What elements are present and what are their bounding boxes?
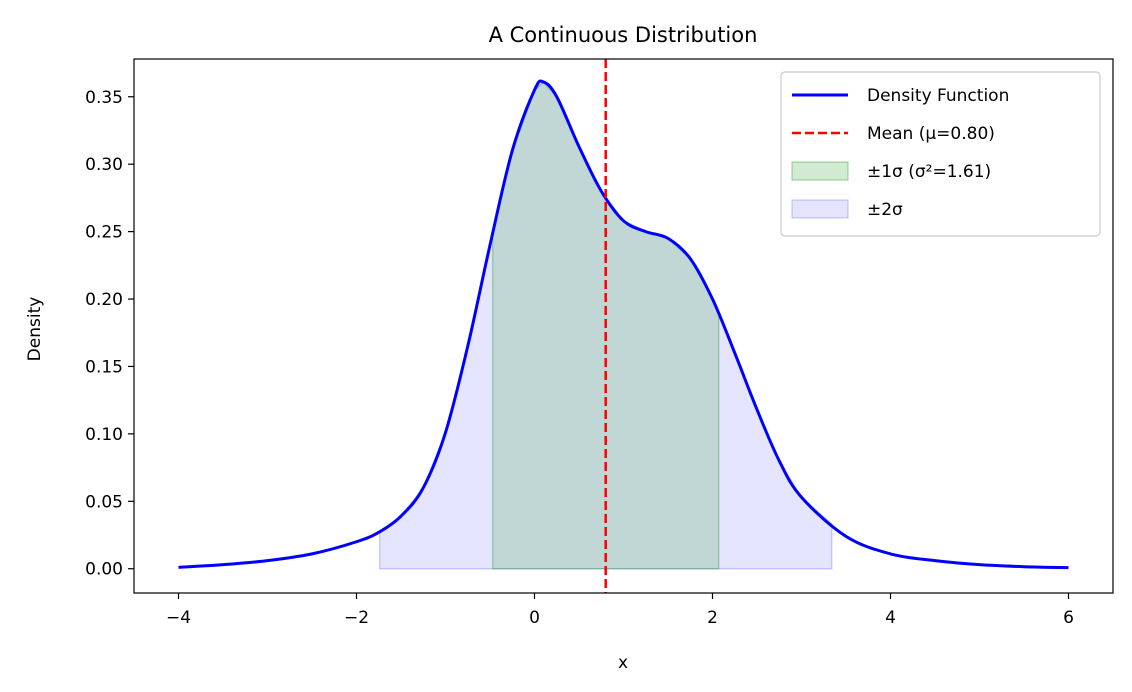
legend-frame (780, 71, 1101, 237)
y-axis-label: Density (25, 297, 45, 362)
legend-label: ±2σ (867, 200, 903, 220)
legend-label: Density Function (867, 86, 1009, 106)
x-tick-label: −2 (344, 608, 369, 628)
legend-label: Mean (μ=0.80) (867, 124, 995, 144)
legend-swatch-patch (791, 199, 849, 219)
y-tick-label: 0.35 (85, 88, 123, 108)
density-curve (178, 79, 1069, 570)
y-tick-label: 0.10 (85, 425, 123, 445)
x-axis-label: x (618, 653, 628, 673)
legend-label: ±1σ (σ²=1.61) (867, 162, 991, 182)
y-tick-label: 0.05 (85, 492, 123, 512)
axes-frame (133, 58, 1114, 594)
y-tick-label: 0.25 (85, 223, 123, 243)
x-tick-label: −4 (166, 608, 191, 628)
x-tick-label: 2 (707, 608, 718, 628)
chart-title: A Continuous Distribution (489, 23, 758, 47)
y-tick-label: 0.30 (85, 155, 123, 175)
plot-area: −4 −2 0 2 4 6 0.00 0.05 0.10 0.15 0.20 0.25 0.30 0.35 (85, 58, 1114, 628)
y-tick-label: 0.15 (85, 357, 123, 377)
y-tick-label: 0.00 (85, 560, 123, 580)
legend: Density Function Mean (μ=0.80) ±1σ (σ²=1.6… (780, 71, 1101, 237)
x-tick-label: 0 (529, 608, 540, 628)
x-tick-label: 4 (885, 608, 896, 628)
y-tick-label: 0.20 (85, 290, 123, 310)
x-tick-label: 6 (1063, 608, 1074, 628)
legend-swatch-patch (791, 161, 849, 181)
